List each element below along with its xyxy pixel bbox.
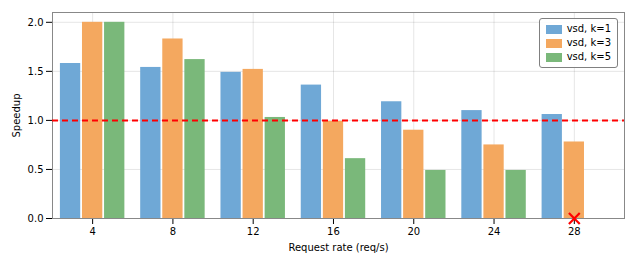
html-text:vsd, k=3: vsd, k=3 — [566, 37, 611, 48]
html-text:vsd, k=1: vsd, k=1 — [566, 23, 611, 34]
svg-text:0.5: 0.5 — [28, 164, 44, 175]
svg-text:2.0: 2.0 — [28, 17, 44, 28]
svg-text:16: 16 — [327, 226, 340, 237]
svg-text:0.0: 0.0 — [28, 213, 44, 224]
svg-text:24: 24 — [488, 226, 501, 237]
svg-text:4: 4 — [89, 226, 95, 237]
html-text:vsd, k=5: vsd, k=5 — [566, 51, 611, 62]
svg-text:12: 12 — [247, 226, 260, 237]
svg-text:Speedup: Speedup — [11, 93, 22, 137]
svg-text:1.0: 1.0 — [28, 115, 44, 126]
svg-text:20: 20 — [407, 226, 420, 237]
svg-text:1.5: 1.5 — [28, 66, 44, 77]
svg-text:28: 28 — [568, 226, 581, 237]
svg-text:8: 8 — [170, 226, 176, 237]
svg-text:Request rate (req/s): Request rate (req/s) — [288, 242, 388, 253]
